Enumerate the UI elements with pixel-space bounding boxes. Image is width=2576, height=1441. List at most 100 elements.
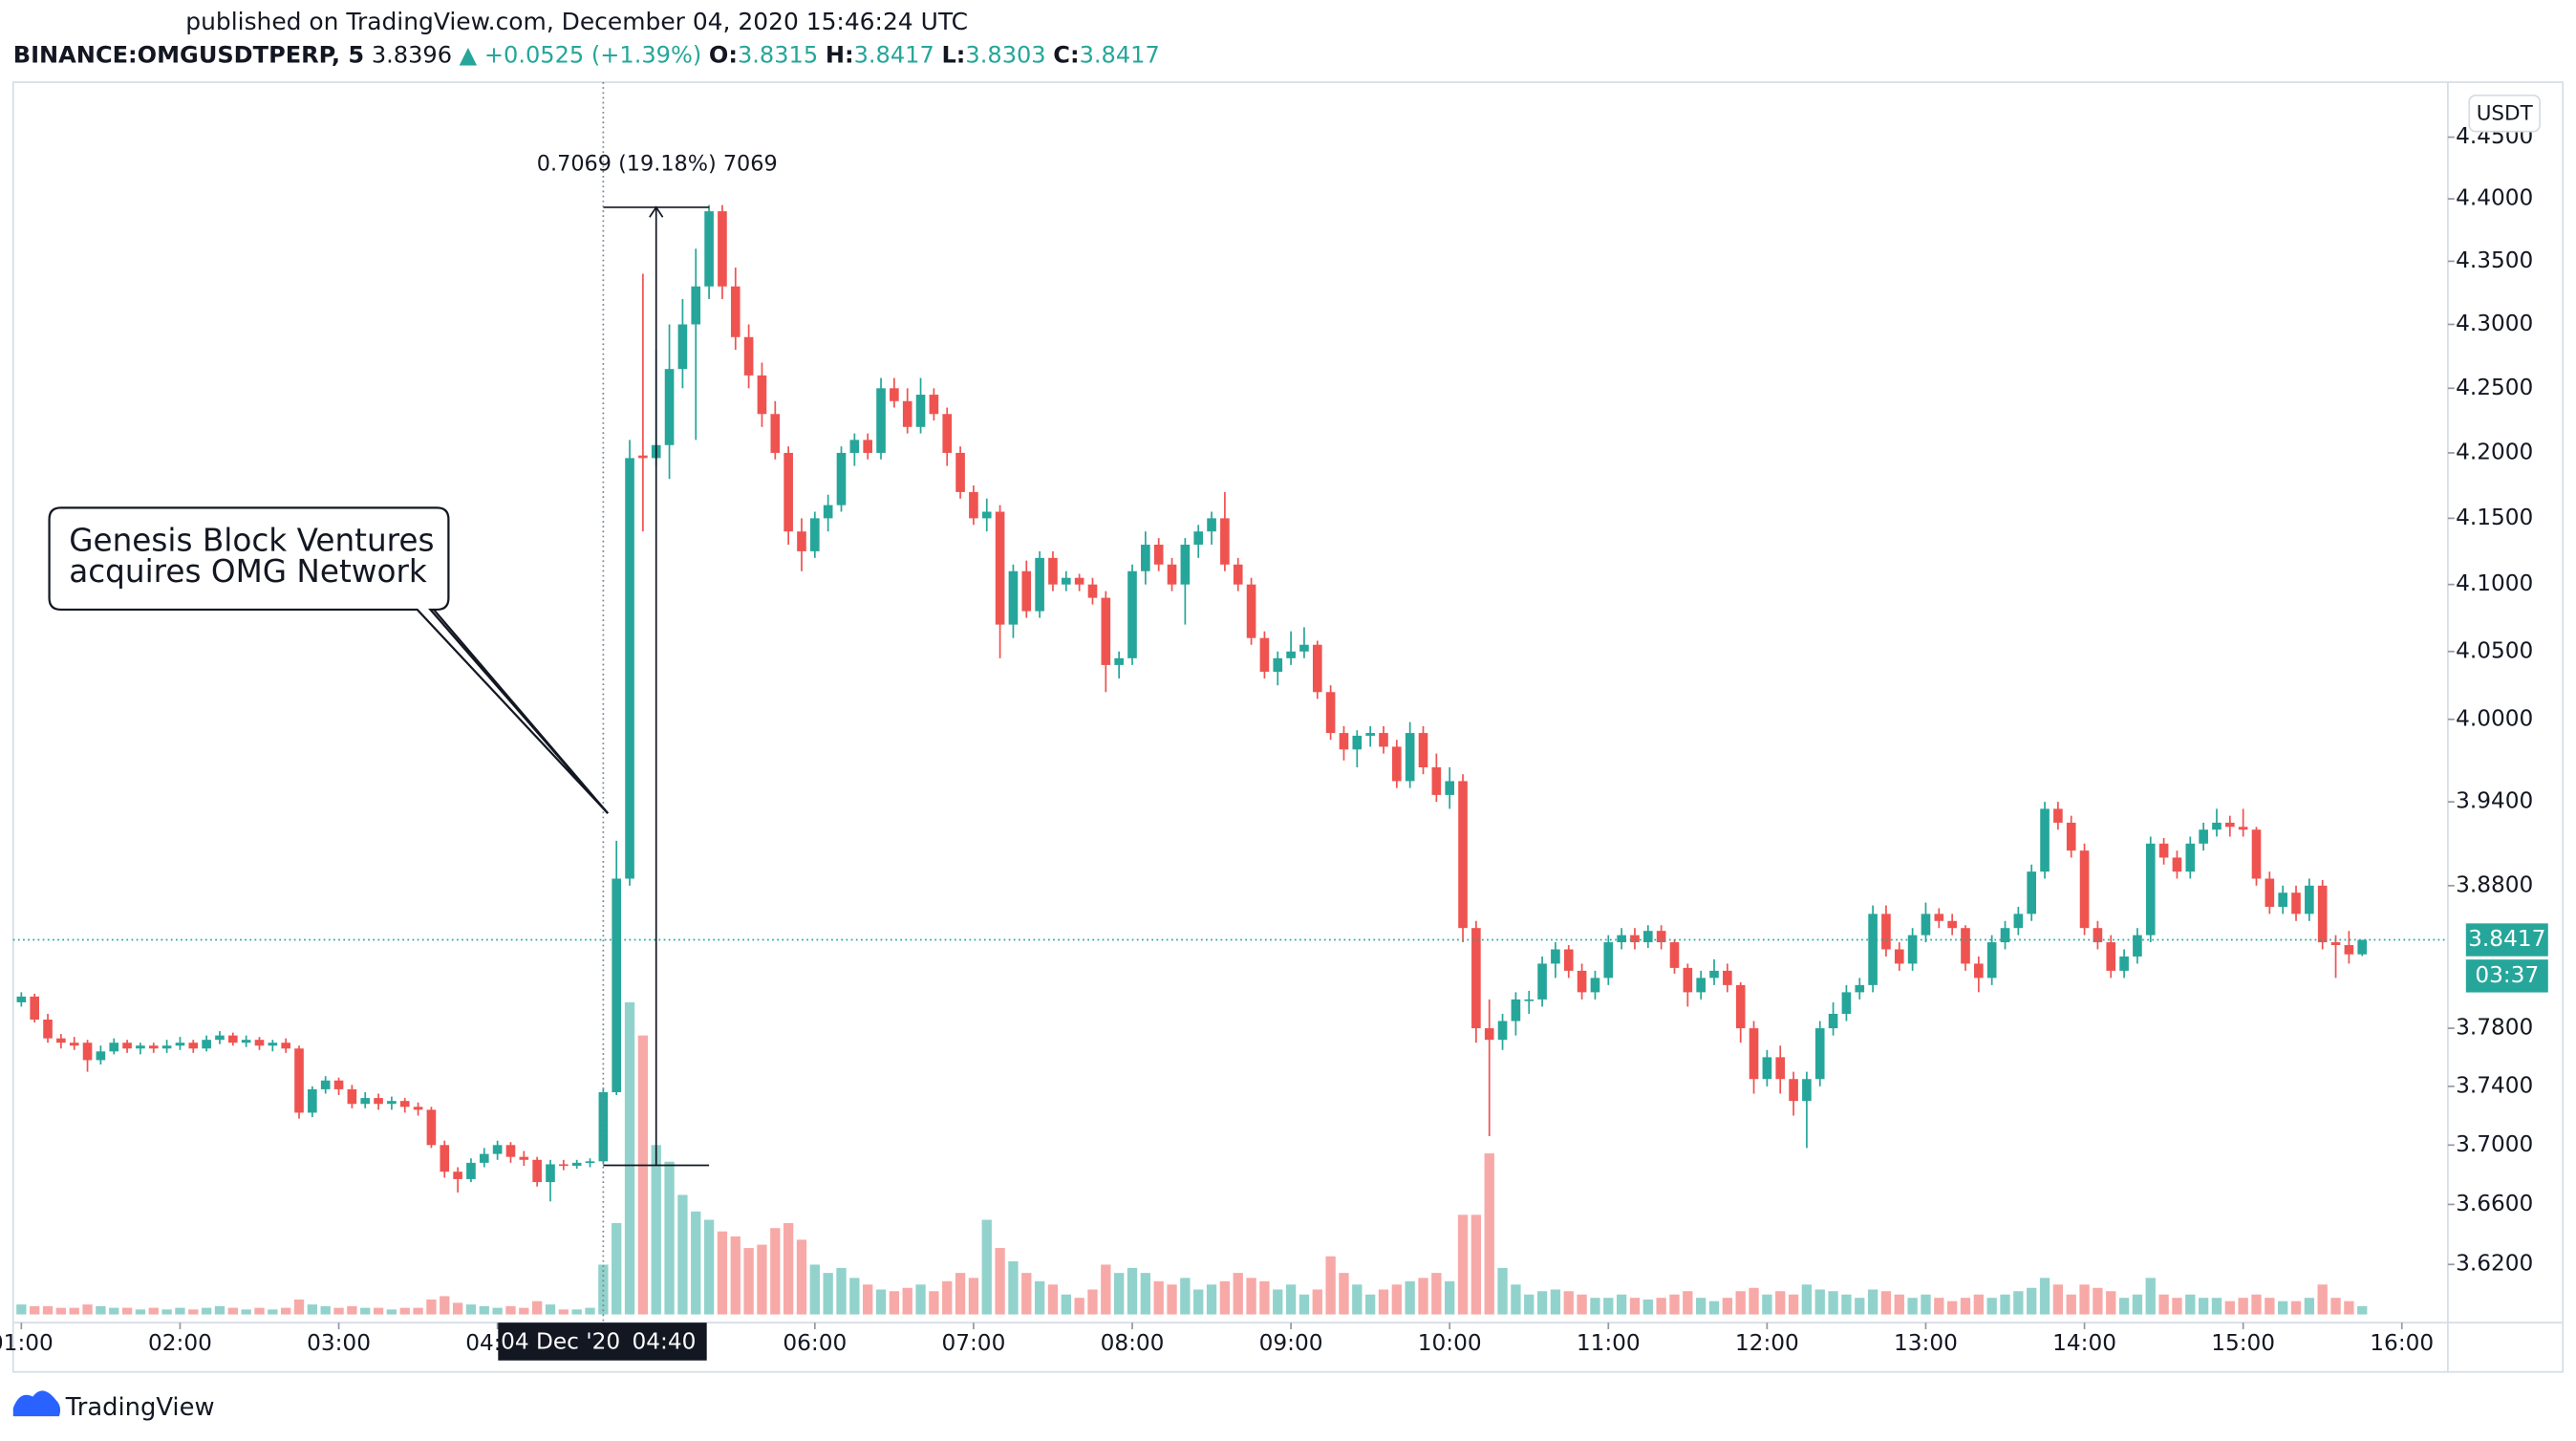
- volume-bar: [1656, 1298, 1666, 1315]
- candle-body: [1365, 733, 1375, 736]
- volume-bar: [1101, 1264, 1111, 1315]
- candle-body: [2185, 843, 2196, 872]
- candle-body: [347, 1088, 357, 1105]
- candle-body: [2199, 829, 2208, 844]
- volume-bar: [1629, 1298, 1641, 1315]
- volume-bar: [2052, 1284, 2064, 1315]
- volume-bar: [2290, 1301, 2302, 1315]
- candle-body: [1048, 557, 1058, 585]
- candle-body: [122, 1043, 132, 1049]
- callout-line: acquires OMG Network: [69, 553, 427, 590]
- volume-bar: [809, 1264, 820, 1315]
- volume-bar: [386, 1309, 397, 1315]
- close-value: 3.8417: [1080, 42, 1160, 69]
- volume-bar: [426, 1299, 437, 1315]
- candle-body: [969, 491, 978, 519]
- candle-body: [188, 1043, 199, 1049]
- volume-bar: [1536, 1291, 1548, 1315]
- y-tick-label: 3.7400: [2456, 1072, 2533, 1098]
- candle-body: [202, 1040, 211, 1049]
- y-tick-label: 4.3500: [2456, 247, 2533, 273]
- brand-name: TradingView: [65, 1393, 215, 1422]
- change: +0.0525 (+1.39%): [484, 42, 701, 69]
- x-tick-label: 12:00: [1735, 1330, 1799, 1356]
- candle-body: [1114, 657, 1124, 665]
- volume-bar: [1167, 1284, 1177, 1315]
- volume-bar: [1233, 1273, 1243, 1315]
- volume-bar: [2330, 1298, 2341, 1315]
- candle-body: [1511, 999, 1521, 1022]
- volume-bar: [2224, 1301, 2235, 1315]
- volume-bar: [968, 1278, 979, 1315]
- volume-bar: [1497, 1267, 1508, 1315]
- volume-bar: [1484, 1153, 1494, 1315]
- volume-bar: [1047, 1284, 1059, 1315]
- volume-bar: [254, 1307, 265, 1315]
- volume-bar: [16, 1304, 27, 1315]
- currency-button[interactable]: [2468, 94, 2542, 133]
- candle-body: [2278, 893, 2287, 907]
- volume-bar: [730, 1236, 741, 1315]
- candle-body: [1617, 935, 1626, 943]
- candle-body: [136, 1045, 145, 1049]
- volume-bar: [929, 1291, 939, 1315]
- candle-body: [1947, 920, 1957, 929]
- volume-bar: [2079, 1284, 2090, 1315]
- candle-body: [1802, 1079, 1812, 1102]
- candle-body: [863, 440, 872, 453]
- volume-bar: [333, 1307, 344, 1315]
- candle-body: [479, 1153, 489, 1163]
- volume-bar: [413, 1307, 423, 1315]
- candle-body: [546, 1164, 555, 1183]
- candle-body: [1683, 967, 1693, 993]
- candle-body: [1259, 637, 1270, 672]
- volume-bar: [1180, 1278, 1191, 1315]
- volume-bar: [2145, 1278, 2156, 1315]
- candle-body: [399, 1101, 410, 1108]
- callout-pointer: [433, 609, 610, 814]
- volume-bar: [1021, 1273, 1032, 1315]
- volume-bar: [1285, 1284, 1297, 1315]
- candle-body: [1723, 970, 1732, 985]
- volume-bar: [1603, 1298, 1614, 1315]
- candle-body: [876, 388, 886, 453]
- candle-body: [2212, 822, 2222, 830]
- volume-bar: [1153, 1280, 1164, 1315]
- volume-bar: [545, 1304, 556, 1315]
- candle-body: [2330, 942, 2341, 946]
- volume-bar: [598, 1264, 609, 1315]
- volume-bar: [1087, 1289, 1098, 1315]
- candle-body: [585, 1161, 595, 1164]
- candle-body: [69, 1043, 79, 1046]
- volume-bar: [1841, 1294, 1852, 1315]
- volume-bar: [96, 1305, 106, 1315]
- candle-body: [1167, 564, 1177, 585]
- volume-bar: [1880, 1291, 1892, 1315]
- x-tick-label: 15:00: [2211, 1330, 2275, 1356]
- candle-body: [2251, 829, 2262, 879]
- candle-body: [281, 1043, 290, 1049]
- volume-bar: [1669, 1294, 1680, 1315]
- candle-body: [743, 336, 754, 376]
- volume-bar: [2027, 1287, 2037, 1315]
- candle-body: [890, 388, 899, 401]
- volume-bar: [188, 1309, 199, 1315]
- change-arrow: ▲: [460, 42, 478, 69]
- candle-body: [2106, 942, 2116, 971]
- low-value: 3.8303: [965, 42, 1045, 69]
- volume-bar: [1246, 1278, 1256, 1315]
- volume-bar: [1722, 1298, 1733, 1315]
- x-tick-label: 06:00: [783, 1330, 847, 1356]
- candle-body: [2238, 827, 2248, 830]
- volume-bar: [161, 1309, 172, 1315]
- candle-body: [730, 286, 741, 337]
- candle-body: [1775, 1057, 1786, 1080]
- candle-body: [810, 518, 820, 551]
- candle-body: [1868, 914, 1878, 985]
- volume-bar: [2238, 1298, 2248, 1315]
- volume-bar: [1325, 1256, 1336, 1315]
- volume-bar: [849, 1278, 860, 1315]
- y-tick-label: 3.9400: [2456, 788, 2533, 814]
